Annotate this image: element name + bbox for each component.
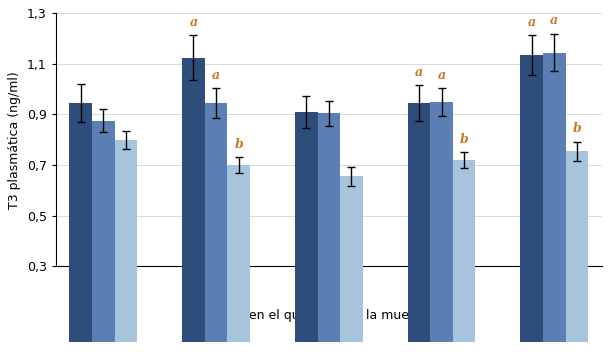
Bar (228, 165, 250, 342)
X-axis label: Día en el que se toma la muestra: Día en el que se toma la muestra (224, 309, 434, 322)
Text: a: a (212, 69, 220, 82)
Bar (520, 55, 543, 342)
Bar (205, 103, 228, 342)
Bar (430, 102, 453, 342)
Text: a: a (528, 15, 536, 29)
Text: b: b (460, 133, 468, 146)
Text: b: b (234, 138, 243, 151)
Bar (407, 103, 430, 342)
Text: a: a (190, 15, 198, 29)
Text: a: a (415, 66, 423, 79)
Bar (115, 140, 137, 342)
Bar (182, 57, 205, 342)
Text: a: a (437, 69, 446, 82)
Bar (295, 112, 318, 342)
Bar (453, 160, 475, 342)
Bar (565, 151, 588, 342)
Bar (340, 176, 362, 342)
Text: b: b (572, 122, 581, 135)
Bar (92, 121, 115, 342)
Bar (70, 103, 92, 342)
Y-axis label: T3 plasmática (ng/ml): T3 plasmática (ng/ml) (9, 71, 21, 208)
Bar (543, 52, 565, 342)
Bar (318, 113, 340, 342)
Text: a: a (550, 14, 558, 27)
